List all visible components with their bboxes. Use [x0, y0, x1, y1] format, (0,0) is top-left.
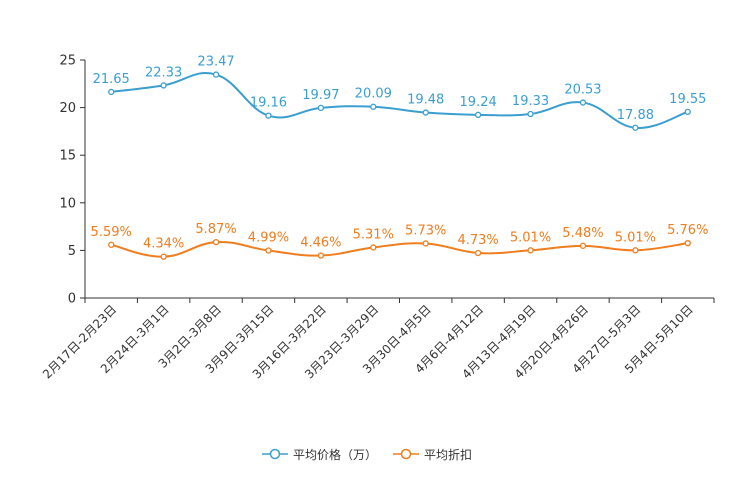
discount-point: [684, 240, 691, 247]
price-point: [684, 108, 691, 116]
price-data-label: 19.33: [512, 94, 549, 109]
discount-data-label: 5.48%: [562, 226, 603, 241]
price-point: [474, 111, 482, 118]
price-point: [632, 124, 639, 131]
price-data-label: 22.33: [145, 65, 182, 80]
discount-data-label: 5.73%: [405, 223, 446, 238]
legend-item-price[interactable]: 平均价格（万）: [262, 446, 377, 463]
price-data-label: 19.97: [302, 88, 339, 103]
price-data-label: 19.55: [669, 92, 706, 107]
legend-price-line-icon: [262, 448, 288, 460]
price-data-label: 21.65: [93, 72, 130, 87]
price-series-line: [111, 72, 689, 129]
price-data-label: 19.16: [250, 96, 287, 111]
price-data-label: 23.47: [197, 55, 234, 70]
y-tick-label: 25: [59, 54, 76, 69]
price-data-label: 20.53: [564, 83, 601, 98]
y-tick-label: 15: [59, 149, 76, 164]
legend-discount-label: 平均折扣: [424, 447, 473, 462]
discount-point: [265, 247, 272, 254]
discount-data-label: 5.01%: [510, 230, 551, 245]
price-point: [422, 109, 429, 116]
price-data-label: 17.88: [617, 108, 654, 123]
discount-data-label: 4.73%: [457, 233, 498, 248]
price-point: [579, 99, 587, 106]
discount-data-label: 4.46%: [300, 236, 341, 251]
discount-point: [474, 249, 482, 257]
price-point: [212, 71, 220, 78]
price-point: [265, 112, 272, 119]
price-point: [527, 110, 534, 118]
discount-point: [317, 252, 325, 259]
discount-point: [212, 238, 220, 246]
discount-data-label: 5.59%: [91, 225, 132, 240]
price-point: [317, 104, 325, 112]
price-data-label: 19.48: [407, 93, 444, 108]
price-data-label: 19.24: [460, 95, 497, 110]
discount-data-label: 5.31%: [353, 227, 394, 242]
discount-data-label: 4.34%: [143, 237, 184, 252]
discount-point: [632, 247, 639, 254]
price-point: [108, 88, 115, 96]
legend-discount-line-icon: [393, 448, 420, 460]
y-tick-label: 10: [59, 196, 76, 211]
discount-series-line: [110, 241, 688, 258]
y-tick-label: 20: [59, 101, 76, 116]
discount-point: [370, 244, 377, 251]
discount-data-label: 5.01%: [615, 230, 656, 245]
discount-data-label: 4.99%: [248, 230, 289, 245]
price-data-label: 20.09: [355, 87, 392, 102]
discount-data-label: 5.87%: [195, 222, 236, 237]
discount-point: [108, 241, 115, 248]
discount-data-label: 5.76%: [667, 223, 708, 238]
discount-point: [579, 242, 587, 249]
y-tick-label: 0: [68, 292, 76, 307]
legend: 平均价格（万） 平均折扣: [262, 444, 488, 464]
legend-price-label: 平均价格（万）: [293, 447, 378, 462]
discount-point: [527, 247, 534, 254]
price-point: [160, 82, 167, 89]
discount-point: [422, 240, 429, 247]
legend-item-discount[interactable]: 平均折扣: [393, 446, 472, 463]
y-tick-label: 5: [68, 244, 76, 259]
price-point: [370, 103, 377, 110]
discount-point: [160, 253, 167, 260]
